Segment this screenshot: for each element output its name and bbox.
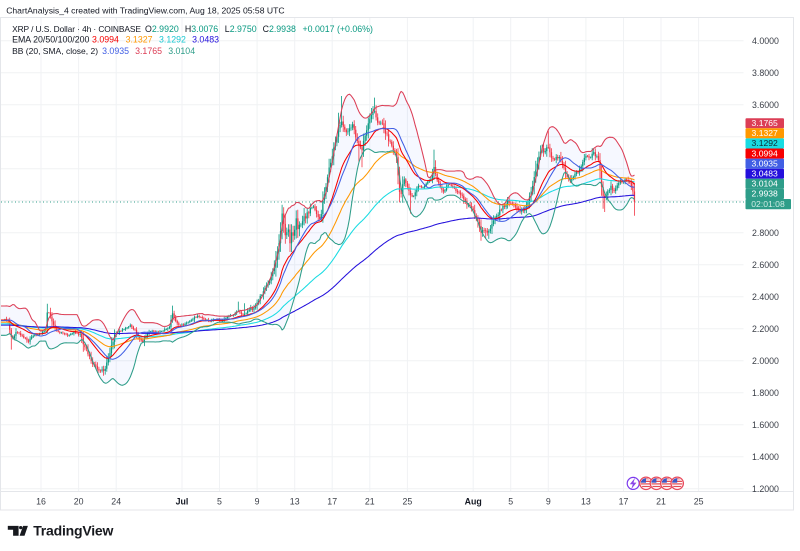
svg-text:3.1765: 3.1765 [752,118,779,128]
svg-text:20: 20 [74,497,84,507]
svg-text:2.2000: 2.2000 [752,324,779,334]
svg-text:3.0104: 3.0104 [752,179,779,189]
svg-text:H3.0076: H3.0076 [185,24,218,34]
svg-text:3.1292: 3.1292 [752,138,779,148]
svg-text:9: 9 [546,497,551,507]
svg-text:2.9938: 2.9938 [752,189,779,199]
svg-text:25: 25 [694,497,704,507]
svg-text:BB (20, SMA, close, 2): BB (20, SMA, close, 2) [12,46,98,56]
svg-text:13: 13 [581,497,591,507]
svg-text:TradingView: TradingView [33,522,113,538]
svg-text:3.1327: 3.1327 [126,35,153,45]
svg-text:24: 24 [111,497,121,507]
svg-text:Jul: Jul [176,497,189,507]
svg-text:2.8000: 2.8000 [752,228,779,238]
svg-text:2.0000: 2.0000 [752,356,779,366]
svg-text:9: 9 [255,497,260,507]
svg-text:L2.9750: L2.9750 [225,24,257,34]
svg-text:3.0104: 3.0104 [168,46,195,56]
svg-text:2.4000: 2.4000 [752,292,779,302]
svg-text:17: 17 [619,497,629,507]
svg-text:3.0994: 3.0994 [92,35,119,45]
svg-text:3.1292: 3.1292 [159,35,186,45]
svg-text:3.6000: 3.6000 [752,100,779,110]
svg-text:Aug: Aug [465,497,482,507]
svg-text:1.6000: 1.6000 [752,420,779,430]
svg-text:3.8000: 3.8000 [752,68,779,78]
svg-text:02:01:08: 02:01:08 [751,199,785,209]
svg-text:3.0994: 3.0994 [752,148,779,158]
svg-text:3.0935: 3.0935 [102,46,129,56]
svg-text:17: 17 [327,497,337,507]
svg-text:O2.9920: O2.9920 [145,24,179,34]
svg-text:1.2000: 1.2000 [752,484,779,494]
svg-text:2.6000: 2.6000 [752,260,779,270]
svg-text:25: 25 [403,497,413,507]
svg-text:ChartAnalysis_4 created with T: ChartAnalysis_4 created with TradingView… [6,5,284,15]
svg-text:5: 5 [217,497,222,507]
svg-text:1.8000: 1.8000 [752,388,779,398]
svg-text:+0.0017 (+0.06%): +0.0017 (+0.06%) [303,24,373,34]
svg-text:5: 5 [508,497,513,507]
svg-text:C2.9938: C2.9938 [263,24,296,34]
svg-text:3.1327: 3.1327 [752,128,779,138]
svg-text:3.1765: 3.1765 [135,46,162,56]
svg-text:13: 13 [290,497,300,507]
svg-text:16: 16 [36,497,46,507]
svg-text:4.0000: 4.0000 [752,36,779,46]
svg-text:3.0483: 3.0483 [192,35,219,45]
svg-text:21: 21 [656,497,666,507]
svg-text:XRP / U.S. Dollar · 4h · COINB: XRP / U.S. Dollar · 4h · COINBASE [12,24,141,34]
svg-text:3.0935: 3.0935 [752,158,779,168]
svg-text:3.0483: 3.0483 [752,169,779,179]
svg-text:1.4000: 1.4000 [752,452,779,462]
svg-text:EMA 20/50/100/200: EMA 20/50/100/200 [12,35,89,45]
svg-text:21: 21 [365,497,375,507]
